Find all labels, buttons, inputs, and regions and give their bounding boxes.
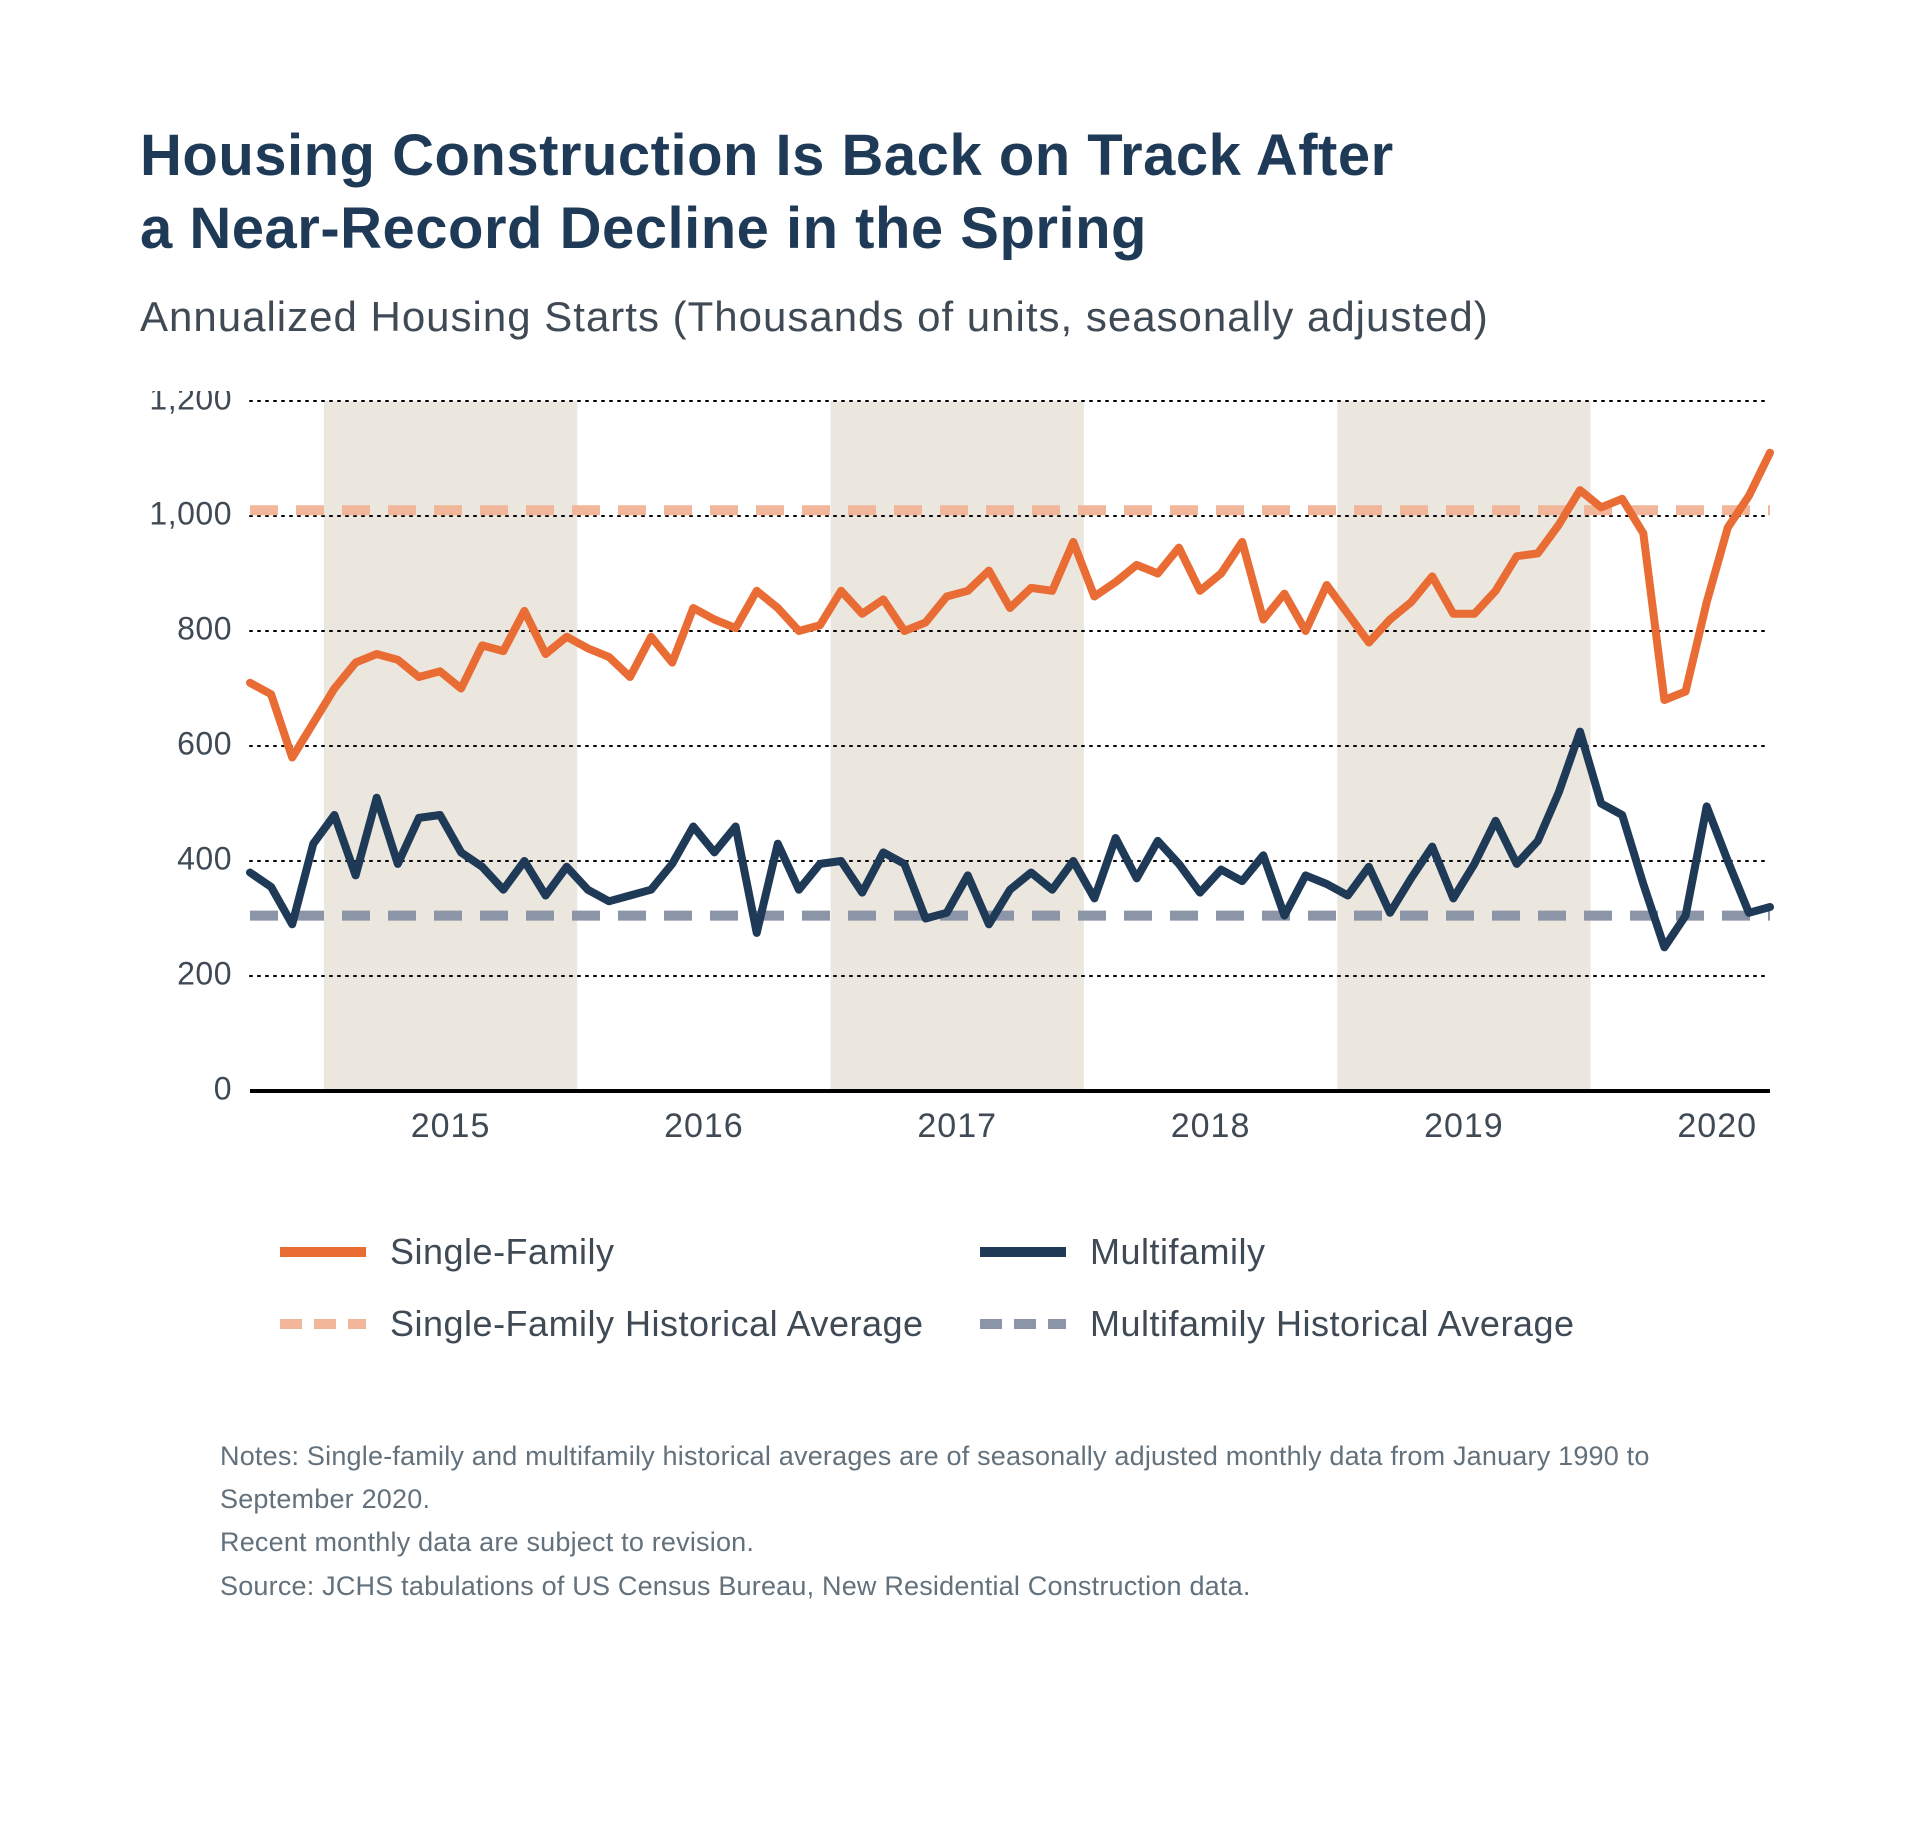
svg-text:0: 0 bbox=[214, 1070, 232, 1106]
svg-text:2018: 2018 bbox=[1171, 1107, 1251, 1145]
legend-item-single-family: Single-Family bbox=[280, 1231, 980, 1273]
legend-label: Single-Family Historical Average bbox=[390, 1303, 924, 1345]
legend-item-multifamily: Multifamily bbox=[980, 1231, 1740, 1273]
title-line-1: Housing Construction Is Back on Track Af… bbox=[140, 123, 1394, 188]
notes-line-1: Notes: Single-family and multifamily his… bbox=[220, 1435, 1791, 1521]
chart-title: Housing Construction Is Back on Track Af… bbox=[140, 120, 1791, 265]
svg-text:1,000: 1,000 bbox=[149, 495, 232, 531]
chart-notes: Notes: Single-family and multifamily his… bbox=[220, 1435, 1791, 1608]
legend-label: Single-Family bbox=[390, 1231, 615, 1273]
svg-text:400: 400 bbox=[177, 840, 232, 876]
title-line-2: a Near-Record Decline in the Spring bbox=[140, 196, 1147, 261]
legend-item-single-family-avg: Single-Family Historical Average bbox=[280, 1303, 980, 1345]
svg-text:800: 800 bbox=[177, 610, 232, 646]
line-chart: 0 200 400 600 800 1,000 1,200 2015 2016 2017 2018 2… bbox=[140, 391, 1790, 1171]
legend-item-multifamily-avg: Multifamily Historical Average bbox=[980, 1303, 1740, 1345]
notes-line-3: Source: JCHS tabulations of US Census Bu… bbox=[220, 1565, 1791, 1608]
svg-text:200: 200 bbox=[177, 955, 232, 991]
legend-label: Multifamily bbox=[1090, 1231, 1266, 1273]
svg-text:600: 600 bbox=[177, 725, 232, 761]
svg-text:2020: 2020 bbox=[1677, 1107, 1757, 1145]
legend: Single-Family Multifamily Single-Family … bbox=[280, 1231, 1791, 1345]
svg-text:2015: 2015 bbox=[411, 1107, 491, 1145]
legend-swatch-dash bbox=[280, 1319, 366, 1329]
legend-label: Multifamily Historical Average bbox=[1090, 1303, 1575, 1345]
legend-swatch-dash bbox=[980, 1319, 1066, 1329]
page-root: Housing Construction Is Back on Track Af… bbox=[0, 0, 1931, 1845]
svg-text:2017: 2017 bbox=[917, 1107, 997, 1145]
svg-text:2016: 2016 bbox=[664, 1107, 744, 1145]
svg-text:1,200: 1,200 bbox=[149, 391, 232, 416]
chart-container: 0 200 400 600 800 1,000 1,200 2015 2016 2017 2018 2… bbox=[140, 391, 1790, 1171]
svg-text:2019: 2019 bbox=[1424, 1107, 1504, 1145]
legend-swatch-solid bbox=[980, 1247, 1066, 1257]
legend-swatch-solid bbox=[280, 1247, 366, 1257]
chart-subtitle: Annualized Housing Starts (Thousands of … bbox=[140, 293, 1791, 341]
notes-line-2: Recent monthly data are subject to revis… bbox=[220, 1521, 1791, 1564]
